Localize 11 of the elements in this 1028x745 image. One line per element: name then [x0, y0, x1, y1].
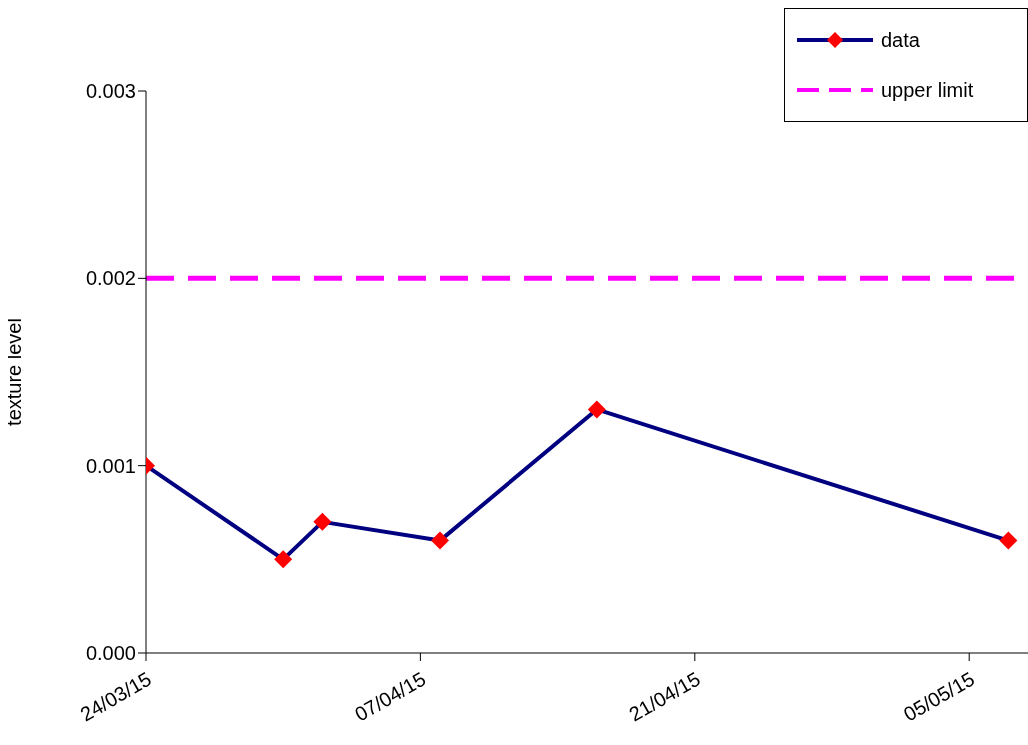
legend-label: upper limit [881, 78, 974, 102]
point [587, 400, 606, 419]
point [999, 531, 1018, 550]
point [431, 531, 449, 550]
point [313, 512, 332, 531]
y-tick-label: 0.002 [85, 267, 136, 290]
y-tick-label: 0.001 [85, 454, 136, 477]
point [274, 550, 293, 569]
legend-label: data [881, 28, 920, 52]
y-tick-label: 0.003 [85, 80, 136, 103]
y-tick-label: 0.000 [85, 642, 136, 665]
